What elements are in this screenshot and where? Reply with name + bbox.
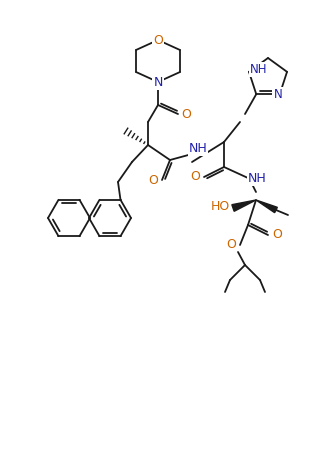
Text: O: O bbox=[272, 229, 282, 242]
Text: NH: NH bbox=[248, 171, 266, 184]
Text: NH: NH bbox=[250, 63, 268, 76]
Text: N: N bbox=[273, 88, 282, 101]
Text: O: O bbox=[226, 238, 236, 252]
Text: O: O bbox=[181, 108, 191, 121]
Text: O: O bbox=[148, 174, 158, 186]
Text: N: N bbox=[153, 76, 163, 89]
Polygon shape bbox=[256, 200, 277, 213]
Text: O: O bbox=[190, 171, 200, 184]
Text: HO: HO bbox=[210, 199, 230, 212]
Text: NH: NH bbox=[188, 141, 207, 154]
Text: O: O bbox=[153, 33, 163, 46]
Polygon shape bbox=[232, 200, 256, 212]
